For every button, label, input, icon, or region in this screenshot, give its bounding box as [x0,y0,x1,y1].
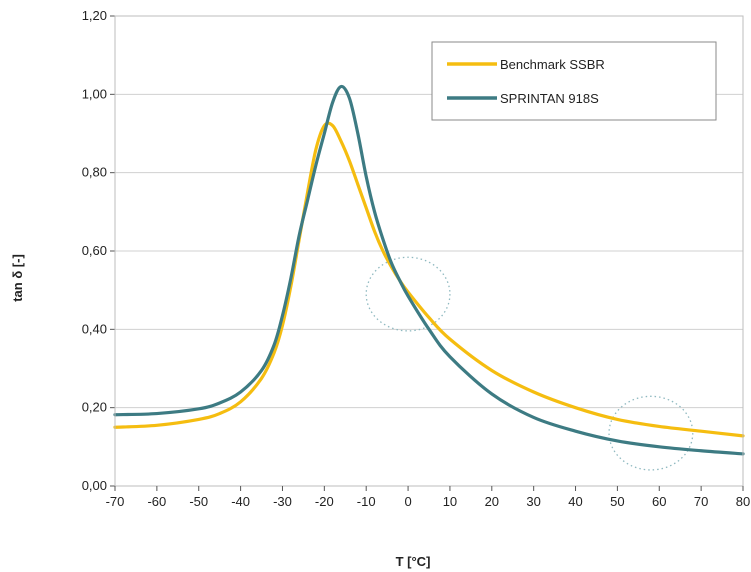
series-line-1 [113,121,745,438]
plot-frame [114,15,744,487]
x-tick-label: 20 [485,494,499,509]
y-axis-title: tan δ [-] [10,254,25,302]
y-tick-label: 0,00 [82,478,107,493]
x-tick-label: -30 [273,494,292,509]
legend-label-2: SPRINTAN 918S [500,91,599,106]
x-tick-label: -20 [315,494,334,509]
annotations [365,256,694,471]
y-tick-label: 0,20 [82,400,107,415]
x-tick-label: 70 [694,494,708,509]
data-series [113,84,745,456]
x-tick-labels: -70 -60 -50 -40 -30 -20 -10 0 10 20 30 40 50 60 70 80 [106,486,750,509]
x-tick-label: -50 [189,494,208,509]
x-tick-label: -40 [231,494,250,509]
y-tick-label: 1,00 [82,86,107,101]
y-tick-label: 1,20 [82,8,107,23]
x-tick-label: -10 [357,494,376,509]
legend-label-1: Benchmark SSBR [500,57,605,72]
x-tick-label: 0 [404,494,411,509]
dotted-circle-annotation-2 [608,395,694,471]
x-tick-label: 10 [443,494,457,509]
x-tick-label: -60 [147,494,166,509]
y-tick-label: 0,60 [82,243,107,258]
legend: Benchmark SSBR SPRINTAN 918S [431,41,717,121]
x-tick-label: 80 [736,494,750,509]
y-tick-label: 0,40 [82,321,107,336]
dotted-circle-annotation-1 [365,256,451,332]
x-tick-label: 40 [568,494,582,509]
legend-box [431,41,717,121]
y-tick-labels: 0,00 0,20 0,40 0,60 0,80 1,00 1,20 [82,8,107,493]
y-tick-label: 0,80 [82,165,107,180]
series-line-2 [113,84,745,456]
x-tick-label: 30 [526,494,540,509]
x-tick-label: 60 [652,494,666,509]
x-tick-label: 50 [610,494,624,509]
x-axis-title: T [°C] [396,554,431,569]
x-tick-label: -70 [106,494,125,509]
